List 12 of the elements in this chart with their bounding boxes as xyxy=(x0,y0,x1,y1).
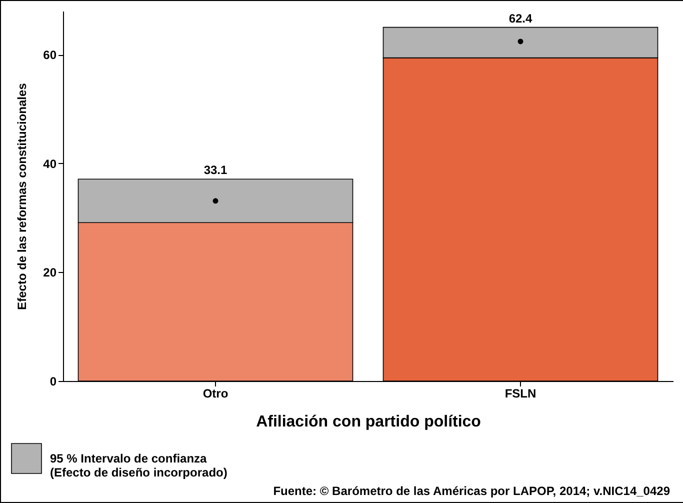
data-label: 33.1 xyxy=(204,163,228,178)
y-tick-label: 40 xyxy=(43,156,57,171)
data-label: 62.4 xyxy=(508,11,532,26)
y-tick-label: 20 xyxy=(43,266,57,280)
y-tick-label: 0 xyxy=(50,374,57,388)
x-tick-label: FSLN xyxy=(504,386,536,400)
text: 95 % Intervalo de confianza (Efecto de diseño incorporado) xyxy=(50,452,228,480)
y-tick-label: 60 xyxy=(43,48,57,62)
x-tick-label: Otro xyxy=(202,386,228,400)
source-note: Fuente: © Barómetro de las Américas por LAPOP, 2014; v.NIC14_0429 xyxy=(273,484,670,498)
y-axis-title: Efecto de las reformas constitucionales xyxy=(15,82,30,310)
x-axis-title: Afiliación con partido político xyxy=(256,414,482,430)
